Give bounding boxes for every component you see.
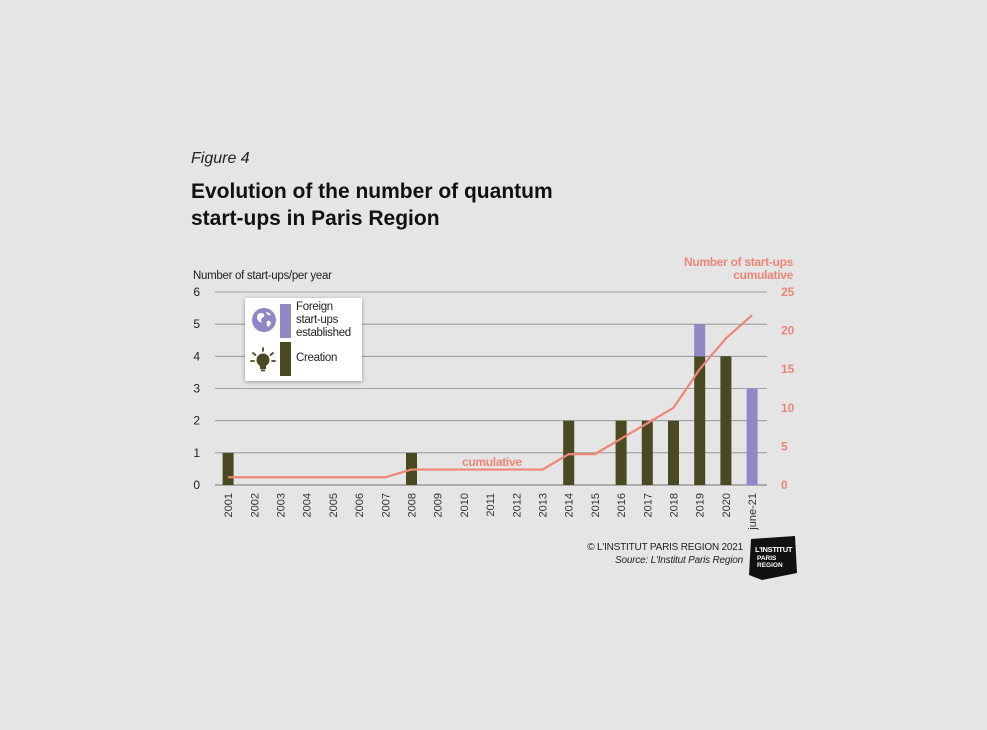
cumulative-line-label: cumulative — [462, 455, 522, 469]
x-tick-label-2005: 2005 — [328, 493, 340, 517]
y-tick-label-0: 0 — [193, 478, 200, 492]
bar-creation-2014 — [563, 420, 575, 485]
x-tick-label-2017: 2017 — [642, 493, 654, 517]
x-tick-label-2004: 2004 — [302, 493, 314, 517]
chart-title-line-1: Evolution of the number of quantum — [191, 180, 553, 203]
cumulative-line-group — [228, 314, 753, 479]
x-tick-label-2007: 2007 — [380, 493, 392, 517]
source-text: Source: L'Institut Paris Region — [615, 555, 743, 566]
y2-axis-label-line-1: Number of start-ups — [684, 255, 794, 269]
bar-creation-2016 — [615, 420, 627, 485]
svg-text:REGION: REGION — [757, 562, 783, 569]
x-tick-label-2001: 2001 — [223, 493, 235, 517]
legend-swatch-creation — [280, 342, 291, 376]
y2-tick-label-15: 15 — [781, 362, 795, 376]
globe-icon — [250, 306, 278, 339]
legend-foreign-line-1: Foreign — [296, 301, 333, 313]
y2-tick-label-5: 5 — [781, 439, 788, 453]
bar-creation-2020 — [720, 356, 732, 485]
y2-tick-label-0: 0 — [781, 478, 788, 492]
y2-tick-label-25: 25 — [781, 285, 795, 299]
legend-label-foreign: Foreign start-ups established — [296, 301, 351, 340]
x-tick-label-2002: 2002 — [249, 493, 261, 517]
x-tick-label-2015: 2015 — [590, 493, 602, 517]
x-tick-label-2018: 2018 — [669, 493, 681, 517]
chart-title-line-2: start-ups in Paris Region — [191, 207, 440, 230]
x-tick-label-2016: 2016 — [616, 493, 628, 517]
y-tick-label-4: 4 — [193, 349, 200, 363]
bar-foreign-june-21 — [746, 388, 758, 485]
x-tick-label-2020: 2020 — [721, 493, 733, 517]
copyright-text: © L'INSTITUT PARIS REGION 2021 — [587, 542, 743, 553]
cumulative-line — [228, 314, 753, 479]
figure-label: Figure 4 — [191, 150, 250, 167]
legend-foreign-line-2: start-ups — [296, 314, 339, 326]
chart-title: Evolution of the number of quantum start… — [191, 178, 553, 232]
left-axis-ticks: 0 1 2 3 4 5 6 — [193, 285, 200, 492]
x-tick-label-2012: 2012 — [511, 493, 523, 517]
copyright-block: © L'INSTITUT PARIS REGION 2021 Source: L… — [587, 541, 743, 567]
y2-tick-label-10: 10 — [781, 401, 795, 415]
bar-creation-2018 — [668, 420, 679, 485]
x-tick-label-june-21: june-21 — [747, 493, 759, 531]
x-tick-label-2003: 2003 — [276, 493, 288, 517]
legend-swatch-foreign — [280, 304, 291, 338]
y-tick-label-6: 6 — [193, 285, 200, 299]
institut-paris-region-logo: L'INSTITUT PARIS REGION — [748, 535, 798, 581]
bar-creation-2017 — [641, 420, 653, 485]
x-tick-label-2006: 2006 — [354, 493, 366, 517]
right-axis-ticks: 0 5 10 15 20 25 — [781, 285, 795, 492]
legend-label-creation: Creation — [296, 352, 338, 364]
y-tick-label-3: 3 — [193, 382, 200, 396]
lightbulb-icon — [249, 346, 277, 379]
x-tick-label-2019: 2019 — [695, 493, 707, 517]
x-tick-label-2009: 2009 — [433, 493, 445, 517]
x-tick-label-2010: 2010 — [459, 493, 471, 517]
bar-foreign-2019 — [694, 324, 706, 357]
y-tick-label-5: 5 — [193, 317, 200, 331]
y-axis-label: Number of start-ups/per year — [193, 270, 332, 282]
legend-foreign-line-3: established — [296, 327, 351, 339]
y-tick-label-2: 2 — [193, 414, 200, 428]
svg-text:L'INSTITUT: L'INSTITUT — [755, 545, 793, 554]
x-tick-label-2014: 2014 — [564, 493, 576, 517]
bar-creation-2019 — [694, 356, 706, 485]
bar-creation-2001 — [222, 452, 234, 485]
x-tick-label-2013: 2013 — [538, 493, 550, 517]
x-axis-ticks: 2001 2002 2003 2004 2005 2006 2007 2008 2009 2010… — [223, 493, 759, 531]
legend: Foreign start-ups established Creation — [245, 298, 362, 381]
y2-tick-label-20: 20 — [781, 324, 795, 338]
y2-axis-label-line-2: cumulative — [733, 268, 793, 282]
x-tick-label-2011: 2011 — [485, 493, 497, 517]
y-tick-label-1: 1 — [193, 446, 200, 460]
x-tick-label-2008: 2008 — [407, 493, 419, 517]
svg-text:PARIS: PARIS — [757, 555, 777, 562]
